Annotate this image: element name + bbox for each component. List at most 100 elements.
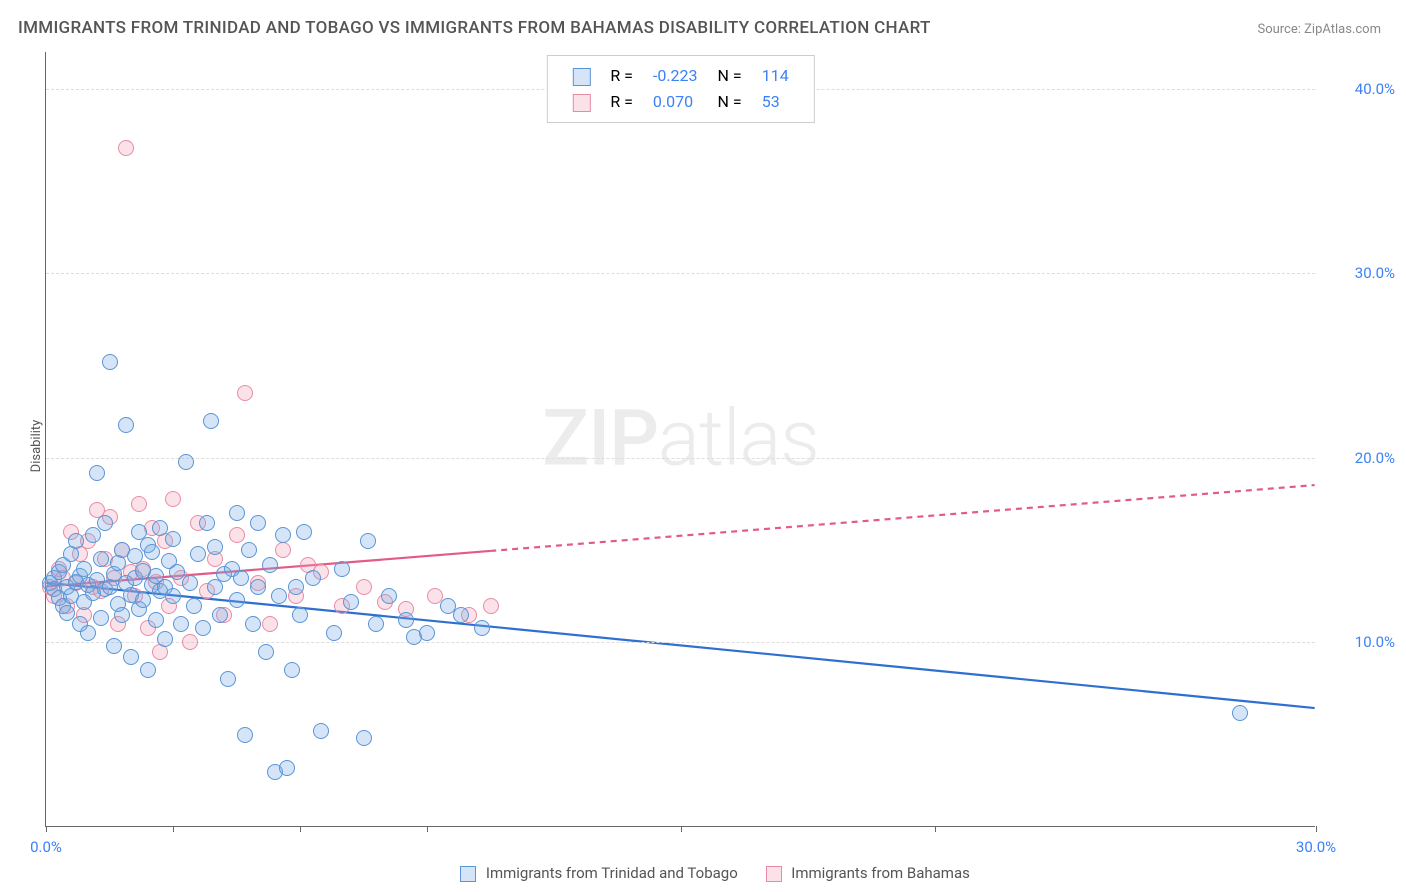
data-point [203,413,219,429]
legend-swatch-b [572,94,590,112]
data-point [279,760,295,776]
data-point [127,548,143,564]
data-point [398,612,414,628]
r-value-a: -0.223 [653,66,698,85]
data-point [368,616,384,632]
data-point [85,527,101,543]
legend-swatch-a [460,866,476,882]
xtick-label: 30.0% [1296,838,1336,856]
data-point [262,557,278,573]
data-point [356,730,372,746]
data-point [144,544,160,560]
data-point [157,631,173,647]
r-value-b: 0.070 [653,92,693,111]
data-point [165,588,181,604]
data-point [229,592,245,608]
ytick-label: 20.0% [1325,449,1395,467]
series-a-label: Immigrants from Trinidad and Tobago [486,864,738,882]
data-point [80,625,96,641]
n-label: N = [718,66,742,85]
data-point [207,539,223,555]
data-point [123,649,139,665]
legend-swatch-a [572,68,590,86]
data-point [250,579,266,595]
data-point [173,616,189,632]
ytick-label: 30.0% [1325,264,1395,282]
data-point [140,662,156,678]
data-point [229,505,245,521]
data-point [131,496,147,512]
data-point [419,625,435,641]
n-value-a: 114 [762,66,789,85]
data-point [381,588,397,604]
n-label: N = [718,92,742,111]
data-point [334,561,350,577]
xtick-label: 0.0% [30,838,62,856]
data-point [118,140,134,156]
data-point [250,515,266,531]
gridline [46,642,1315,643]
xtick-mark [46,826,47,832]
data-point [275,542,291,558]
data-point [284,662,300,678]
data-point [229,527,245,543]
data-point [212,607,228,623]
correlation-legend: R = -0.223 N = 114 R = 0.070 N = 53 [546,55,814,123]
data-point [199,515,215,531]
series-legend: Immigrants from Trinidad and Tobago Immi… [0,864,1406,882]
trend-lines-layer [46,52,1315,826]
data-point [258,644,274,660]
trend-line [490,485,1314,551]
data-point [237,385,253,401]
xtick-mark [935,826,936,832]
data-point [296,524,312,540]
data-point [305,570,321,586]
data-point [326,625,342,641]
data-point [271,588,287,604]
data-point [474,620,490,636]
data-point [241,542,257,558]
data-point [102,354,118,370]
gridline [46,273,1315,274]
data-point [313,723,329,739]
data-point [182,575,198,591]
data-point [275,527,291,543]
data-point [114,607,130,623]
data-point [178,454,194,470]
data-point [237,727,253,743]
data-point [93,610,109,626]
n-value-b: 53 [762,92,780,111]
data-point [97,515,113,531]
y-axis-label: Disability [29,420,44,473]
data-point [148,612,164,628]
data-point [135,592,151,608]
data-point [233,570,249,586]
gridline [46,458,1315,459]
data-point [118,417,134,433]
data-point [356,579,372,595]
data-point [1232,705,1248,721]
data-point [288,579,304,595]
xtick-mark [681,826,682,832]
series-b-label: Immigrants from Bahamas [791,864,970,882]
r-label: R = [610,66,633,85]
data-point [292,607,308,623]
chart-title: IMMIGRANTS FROM TRINIDAD AND TOBAGO VS I… [18,18,931,38]
ytick-label: 10.0% [1325,633,1395,651]
data-point [245,616,261,632]
data-point [68,533,84,549]
data-point [262,616,278,632]
ytick-label: 40.0% [1325,80,1395,98]
plot-area: ZIPatlas R = -0.223 N = 114 R = 0.070 N … [45,52,1315,827]
legend-row: R = -0.223 N = 114 [563,64,797,88]
data-point [195,620,211,636]
data-point [220,671,236,687]
data-point [93,551,109,567]
data-point [453,607,469,623]
data-point [182,634,198,650]
data-point [165,531,181,547]
data-point [106,638,122,654]
data-point [190,546,206,562]
xtick-mark [1316,826,1317,832]
data-point [165,491,181,507]
